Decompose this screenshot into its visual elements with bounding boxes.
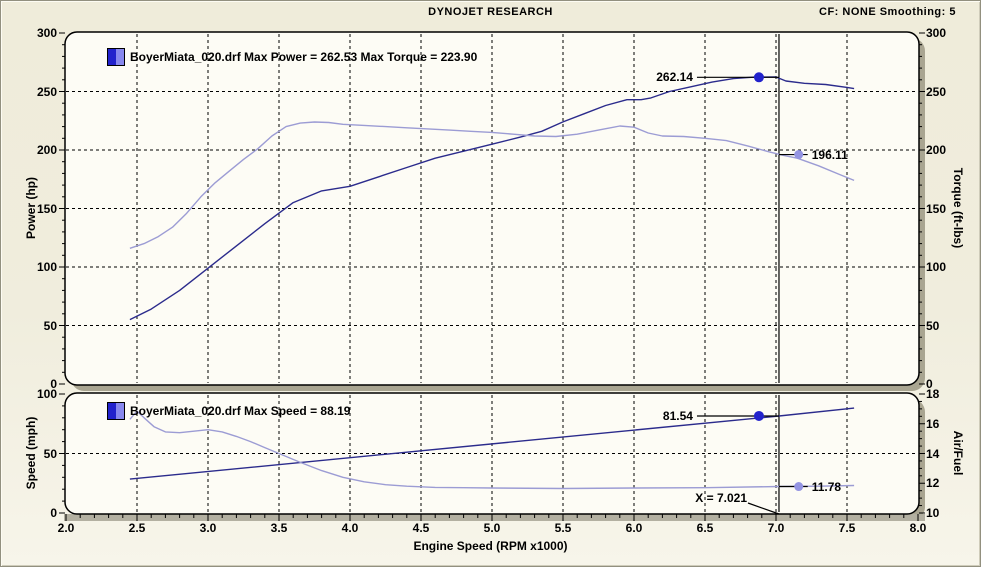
run-legend-top-text: BoyerMiata_020.drf Max Power = 262.53 Ma… <box>130 50 478 64</box>
cursor-value-dot <box>794 482 804 492</box>
cursor-value-label: 81.54 <box>662 408 693 423</box>
cursor-value-label: 11.78 <box>811 479 842 494</box>
y-tick-label-right: 200 <box>926 143 947 157</box>
correction-smoothing-status: CF: NONE Smoothing: 5 <box>819 6 956 18</box>
x-tick-label: 5.0 <box>483 521 501 535</box>
y-tick-label-right: 150 <box>926 201 947 216</box>
x-tick-label: 2.0 <box>57 521 75 535</box>
x-tick-label: 3.5 <box>270 521 288 535</box>
x-tick-label: 7.0 <box>767 521 785 535</box>
y-tick-label-left: 150 <box>36 201 57 216</box>
y-tick-label-right: 100 <box>926 260 947 274</box>
x-tick-label: 7.5 <box>838 521 856 535</box>
cursor-x-readout: X = 7.021 <box>695 491 747 505</box>
run-color-swatch <box>107 48 125 66</box>
y-tick-label-right: 14 <box>926 446 940 461</box>
y-tick-label-right: 16 <box>926 416 940 431</box>
run-legend-bottom-text: BoyerMiata_020.drf Max Speed = 88.19 <box>130 404 351 418</box>
x-tick-label: 6.0 <box>625 521 643 535</box>
cursor-value-label: 262.14 <box>656 70 693 85</box>
y-tick-label-right: 300 <box>926 26 947 40</box>
y-tick-label-right: 250 <box>926 84 947 99</box>
run-color-swatch <box>107 402 125 420</box>
x-tick-label: 8.0 <box>909 521 927 535</box>
x-tick-label: 6.5 <box>696 521 714 535</box>
y-tick-label-right: 10 <box>926 506 940 520</box>
x-tick-label: 3.0 <box>199 521 217 535</box>
cursor-value-label: 196.11 <box>811 147 848 162</box>
cursor-value-dot <box>753 410 764 421</box>
x-tick-label: 4.5 <box>412 521 430 535</box>
y-tick-label-left: 50 <box>43 318 57 333</box>
y-tick-label-left: 100 <box>36 387 57 401</box>
x-tick-label: 5.5 <box>554 521 572 535</box>
y-tick-label-right: 18 <box>926 387 940 401</box>
speed--mph--curve <box>129 407 855 480</box>
run-legend-top: BoyerMiata_020.drf Max Power = 262.53 Ma… <box>107 48 477 66</box>
page-title: DYNOJET RESEARCH <box>428 6 553 18</box>
y-tick-label-left: 100 <box>36 260 57 274</box>
run-legend-bottom: BoyerMiata_020.drf Max Speed = 88.19 <box>107 402 350 420</box>
y-tick-label-left: 0 <box>50 377 57 391</box>
x-tick-label: 2.5 <box>128 521 146 535</box>
x-axis-ruler <box>64 514 925 521</box>
y-tick-label-right: 50 <box>926 318 940 333</box>
y-tick-label-left: 0 <box>50 506 57 520</box>
y-tick-label-right: 0 <box>926 377 933 391</box>
y-tick-label-left: 250 <box>36 84 57 99</box>
y-tick-label-left: 50 <box>43 446 57 461</box>
x-tick-label: 4.0 <box>341 521 359 535</box>
cursor-value-dot <box>794 150 804 160</box>
y-tick-label-left: 200 <box>36 143 57 157</box>
y-tick-label-left: 300 <box>36 26 57 40</box>
axis-label-engine-speed: Engine Speed (RPM x1000) <box>413 539 568 553</box>
torque--ft-lbs--curve <box>129 121 855 249</box>
cursor-value-dot <box>753 72 764 83</box>
air-fuel-curve <box>129 410 855 490</box>
y-tick-label-right: 12 <box>926 476 940 491</box>
